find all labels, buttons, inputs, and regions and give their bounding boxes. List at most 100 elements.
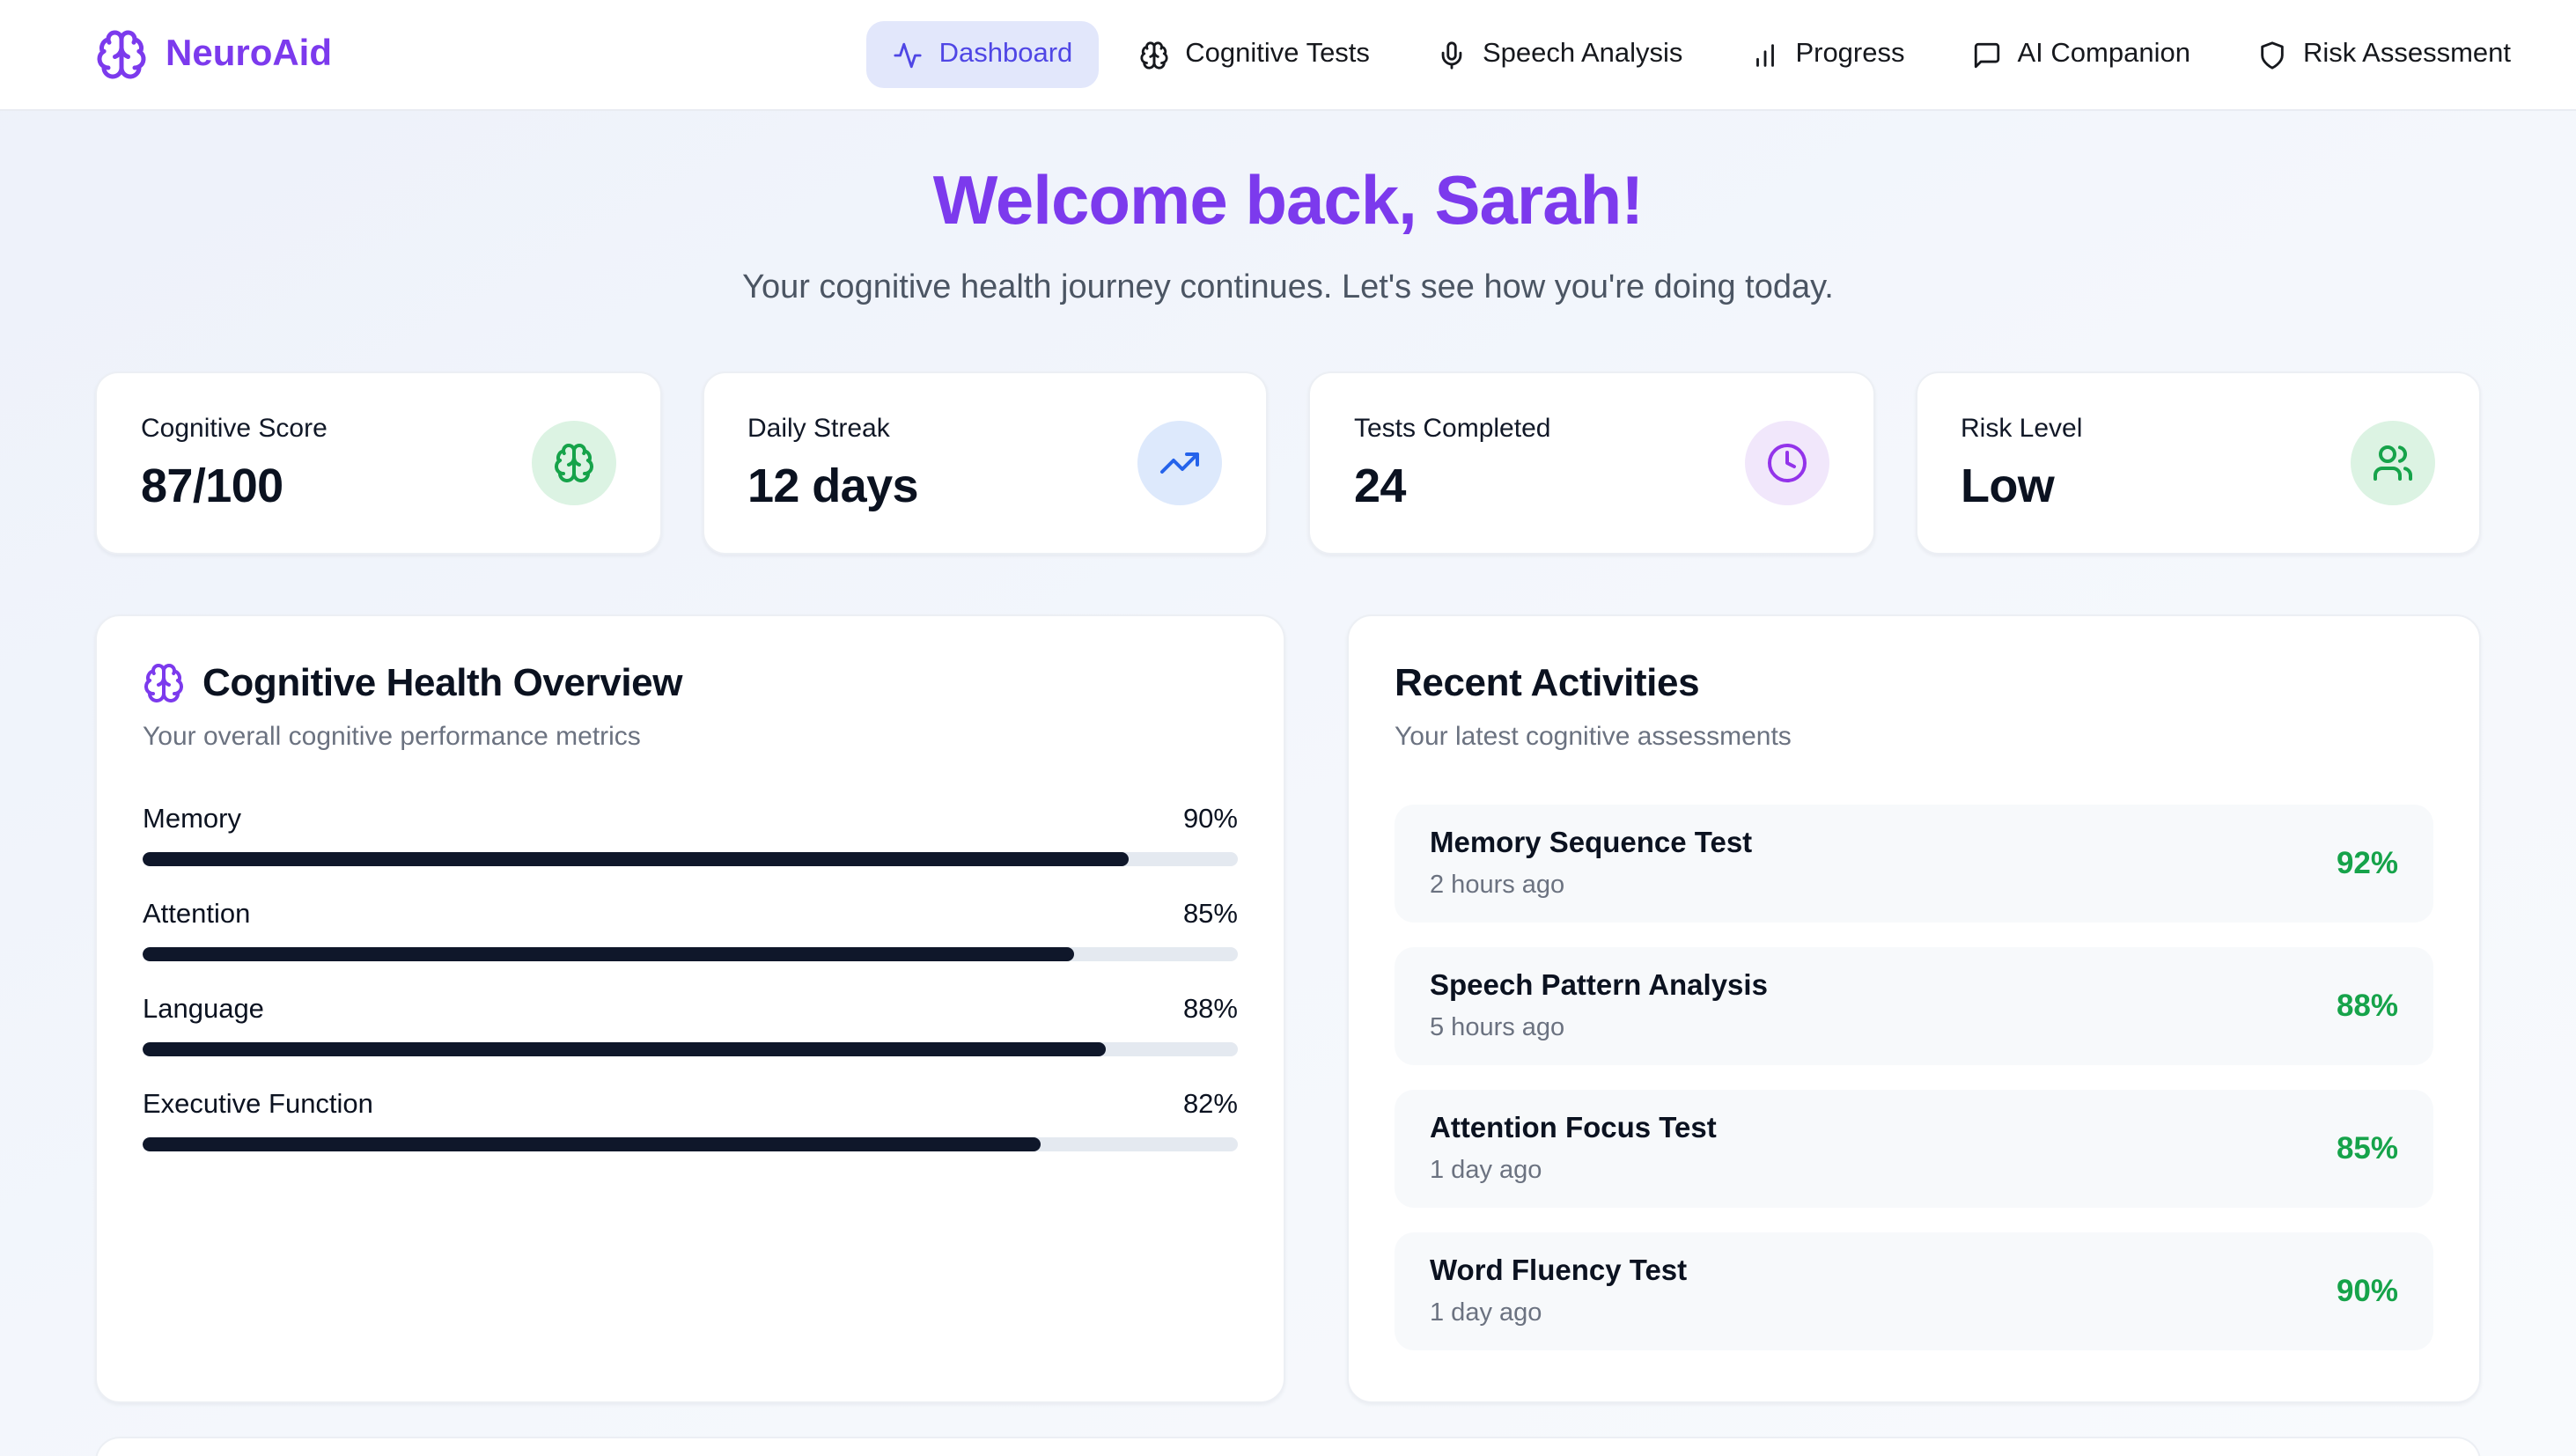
metric-memory: Memory 90% (143, 805, 1238, 866)
welcome-title: Welcome back, Sarah! (932, 164, 1645, 239)
progress-fill (143, 1042, 1107, 1056)
top-nav: NeuroAid Dashboard Cognitive Tests Speec… (0, 0, 2576, 111)
metric-executive-function: Executive Function 82% (143, 1090, 1238, 1151)
activity-score: 88% (2336, 988, 2398, 1023)
activities-list: Memory Sequence Test 2 hours ago 92% Spe… (1395, 805, 2433, 1350)
nav-item-speech-analysis[interactable]: Speech Analysis (1410, 21, 1710, 88)
primary-nav: Dashboard Cognitive Tests Speech Analysi… (866, 21, 2537, 88)
chat-bubble-icon (1972, 40, 2002, 70)
metric-label-row: Language 88% (143, 995, 1238, 1026)
metric-label-row: Memory 90% (143, 805, 1238, 836)
stat-text: Tests Completed 24 (1354, 413, 1550, 513)
nav-item-dashboard[interactable]: Dashboard (866, 21, 1100, 88)
cognitive-health-overview-card: Cognitive Health Overview Your overall c… (95, 614, 1285, 1403)
metric-label: Executive Function (143, 1090, 373, 1120)
metric-value: 85% (1182, 900, 1238, 930)
activities-subtitle: Your latest cognitive assessments (1395, 722, 1792, 752)
activity-item-attention-focus[interactable]: Attention Focus Test 1 day ago 85% (1395, 1090, 2433, 1208)
activity-score: 92% (2336, 845, 2398, 880)
nav-item-cognitive-tests[interactable]: Cognitive Tests (1113, 21, 1396, 88)
activity-item-speech-pattern[interactable]: Speech Pattern Analysis 5 hours ago 88% (1395, 947, 2433, 1065)
activity-time: 2 hours ago (1430, 871, 1565, 900)
stat-icon-badge (1744, 421, 1829, 505)
stat-card-cognitive-score: Cognitive Score 87/100 (95, 371, 661, 555)
activity-item-word-fluency[interactable]: Word Fluency Test 1 day ago 90% (1395, 1232, 2433, 1350)
nav-item-ai-companion[interactable]: AI Companion (1946, 21, 2217, 88)
stat-label: Risk Level (1961, 413, 2083, 443)
stat-card-daily-streak: Daily Streak 12 days (702, 371, 1268, 555)
nav-item-label: Speech Analysis (1482, 39, 1683, 69)
activity-name: Word Fluency Test (1430, 1255, 1688, 1287)
activity-time: 1 day ago (1430, 1157, 1542, 1185)
activity-score: 85% (2336, 1130, 2398, 1166)
activity-name: Speech Pattern Analysis (1430, 970, 1768, 1002)
clock-icon (1765, 442, 1807, 484)
nav-item-label: Progress (1795, 39, 1905, 69)
recent-activities-card: Recent Activities Your latest cognitive … (1347, 614, 2481, 1403)
activities-title-row: Recent Activities (1395, 660, 2433, 706)
metric-attention: Attention 85% (143, 900, 1238, 961)
activity-time: 5 hours ago (1430, 1014, 1565, 1042)
activities-title: Recent Activities (1395, 660, 1700, 704)
stat-value: 24 (1354, 459, 1406, 511)
progress-fill (143, 947, 1074, 961)
progress-fill (143, 852, 1129, 866)
overview-title: Cognitive Health Overview (202, 660, 683, 704)
nav-item-label: Cognitive Tests (1185, 39, 1370, 69)
activity-text: Speech Pattern Analysis 5 hours ago (1430, 970, 1768, 1042)
activity-item-memory-sequence[interactable]: Memory Sequence Test 2 hours ago 92% (1395, 805, 2433, 923)
stat-text: Cognitive Score 87/100 (141, 413, 328, 513)
activity-text: Memory Sequence Test 2 hours ago (1430, 827, 1752, 900)
progress-track (143, 1137, 1238, 1151)
brand-brain-icon (95, 28, 148, 81)
nav-item-progress[interactable]: Progress (1723, 21, 1931, 88)
metrics-list: Memory 90% Attention 85% (143, 805, 1238, 1151)
stat-card-risk-level: Risk Level Low (1915, 371, 2481, 555)
progress-track (143, 852, 1238, 866)
brain-icon (1139, 40, 1169, 70)
stat-label: Daily Streak (747, 413, 890, 443)
stat-value: Low (1961, 459, 2055, 511)
nav-item-label: Risk Assessment (2302, 39, 2511, 69)
brain-icon (143, 662, 185, 704)
metric-value: 90% (1182, 805, 1238, 835)
activity-score: 90% (2336, 1273, 2398, 1308)
stat-text: Risk Level Low (1961, 413, 2082, 513)
partial-card (95, 1437, 2481, 1456)
welcome-subtitle: Your cognitive health journey continues.… (742, 269, 1834, 306)
stat-icon-badge (2351, 421, 2435, 505)
nav-item-risk-assessment[interactable]: Risk Assessment (2231, 21, 2537, 88)
mic-icon (1437, 40, 1467, 70)
metric-label: Memory (143, 805, 241, 835)
activity-name: Memory Sequence Test (1430, 827, 1753, 859)
nav-item-label: AI Companion (2017, 39, 2190, 69)
metric-value: 82% (1182, 1090, 1238, 1120)
progress-track (143, 947, 1238, 961)
nav-item-label: Dashboard (938, 39, 1073, 69)
activity-name: Attention Focus Test (1430, 1113, 1717, 1144)
metric-value: 88% (1182, 995, 1238, 1025)
metric-label: Attention (143, 900, 251, 930)
activity-time: 1 day ago (1430, 1299, 1542, 1327)
trending-up-icon (1159, 442, 1201, 484)
brand-name: NeuroAid (166, 33, 332, 74)
stat-label: Cognitive Score (141, 413, 328, 443)
panels-row: Cognitive Health Overview Your overall c… (95, 614, 2481, 1403)
stats-row: Cognitive Score 87/100 Daily Streak 12 d… (95, 371, 2481, 555)
activity-text: Word Fluency Test 1 day ago (1430, 1255, 1687, 1327)
progress-fill (143, 1137, 1041, 1151)
metric-language: Language 88% (143, 995, 1238, 1056)
users-icon (2372, 442, 2414, 484)
shield-icon (2257, 40, 2287, 70)
progress-track (143, 1042, 1238, 1056)
activity-icon (894, 40, 924, 70)
stat-text: Daily Streak 12 days (747, 413, 919, 513)
brand[interactable]: NeuroAid (95, 28, 332, 81)
brain-icon (552, 442, 594, 484)
stat-value: 12 days (747, 459, 919, 511)
stat-label: Tests Completed (1354, 413, 1551, 443)
dashboard-main: Welcome back, Sarah! Your cognitive heal… (0, 164, 2576, 1456)
bar-chart-icon (1749, 40, 1779, 70)
stat-value: 87/100 (141, 459, 283, 511)
